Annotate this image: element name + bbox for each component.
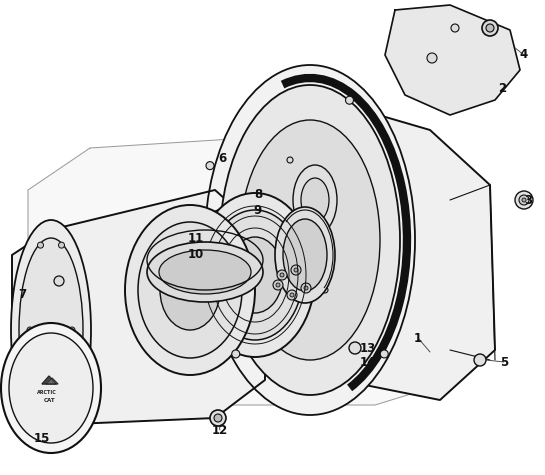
Polygon shape xyxy=(385,5,520,115)
Circle shape xyxy=(427,53,437,63)
Text: 15: 15 xyxy=(34,431,50,445)
Ellipse shape xyxy=(240,120,380,360)
Text: 3: 3 xyxy=(524,193,532,207)
Circle shape xyxy=(482,20,498,36)
Ellipse shape xyxy=(207,210,303,340)
Circle shape xyxy=(349,342,361,354)
Ellipse shape xyxy=(159,250,251,294)
Circle shape xyxy=(69,327,75,333)
Ellipse shape xyxy=(293,165,337,235)
Text: CAT: CAT xyxy=(44,399,56,403)
Circle shape xyxy=(290,293,294,297)
Ellipse shape xyxy=(19,238,83,422)
Text: 12: 12 xyxy=(212,424,228,437)
Ellipse shape xyxy=(301,178,329,222)
Circle shape xyxy=(474,354,486,366)
Polygon shape xyxy=(28,130,440,405)
Circle shape xyxy=(58,412,64,418)
Text: 11: 11 xyxy=(188,231,204,245)
Text: 5: 5 xyxy=(500,355,508,369)
Text: 8: 8 xyxy=(254,189,262,201)
Polygon shape xyxy=(46,378,58,384)
Text: 7: 7 xyxy=(18,288,26,302)
Circle shape xyxy=(380,350,388,358)
Ellipse shape xyxy=(200,206,280,254)
Ellipse shape xyxy=(195,193,315,357)
Ellipse shape xyxy=(212,213,268,247)
Circle shape xyxy=(515,191,533,209)
Circle shape xyxy=(206,162,214,170)
Polygon shape xyxy=(12,190,265,425)
Text: 13: 13 xyxy=(360,342,376,354)
Circle shape xyxy=(287,157,293,163)
Circle shape xyxy=(294,268,298,272)
Polygon shape xyxy=(42,376,56,384)
Ellipse shape xyxy=(205,65,415,415)
Circle shape xyxy=(232,350,240,358)
Circle shape xyxy=(58,242,64,248)
Circle shape xyxy=(38,242,44,248)
Ellipse shape xyxy=(220,85,400,395)
Circle shape xyxy=(277,270,287,280)
Circle shape xyxy=(522,198,526,202)
Ellipse shape xyxy=(283,219,327,291)
Text: 14: 14 xyxy=(360,355,376,369)
Circle shape xyxy=(287,290,297,300)
Circle shape xyxy=(519,195,529,205)
Ellipse shape xyxy=(11,220,91,440)
Ellipse shape xyxy=(275,207,335,303)
Text: 9: 9 xyxy=(254,203,262,217)
Circle shape xyxy=(346,96,354,104)
Circle shape xyxy=(486,24,494,32)
Circle shape xyxy=(27,327,33,333)
Circle shape xyxy=(301,283,311,293)
Ellipse shape xyxy=(160,250,220,330)
Text: 2: 2 xyxy=(498,82,506,95)
Circle shape xyxy=(322,287,328,293)
Text: 6: 6 xyxy=(218,152,226,164)
Ellipse shape xyxy=(9,333,93,443)
Ellipse shape xyxy=(227,237,283,313)
Circle shape xyxy=(273,280,283,290)
Ellipse shape xyxy=(125,205,255,375)
Circle shape xyxy=(451,24,459,32)
Circle shape xyxy=(38,412,44,418)
Text: 10: 10 xyxy=(188,248,204,262)
Ellipse shape xyxy=(1,323,101,453)
Circle shape xyxy=(280,273,284,277)
Text: 1: 1 xyxy=(414,332,422,344)
Circle shape xyxy=(291,265,301,275)
Text: ARCTIC: ARCTIC xyxy=(37,390,57,395)
Circle shape xyxy=(276,283,280,287)
Text: 4: 4 xyxy=(520,48,528,61)
Ellipse shape xyxy=(138,222,242,358)
Ellipse shape xyxy=(147,242,263,302)
Circle shape xyxy=(210,410,226,426)
Circle shape xyxy=(54,276,64,286)
Polygon shape xyxy=(260,95,495,400)
Circle shape xyxy=(304,286,308,290)
Circle shape xyxy=(214,414,222,422)
